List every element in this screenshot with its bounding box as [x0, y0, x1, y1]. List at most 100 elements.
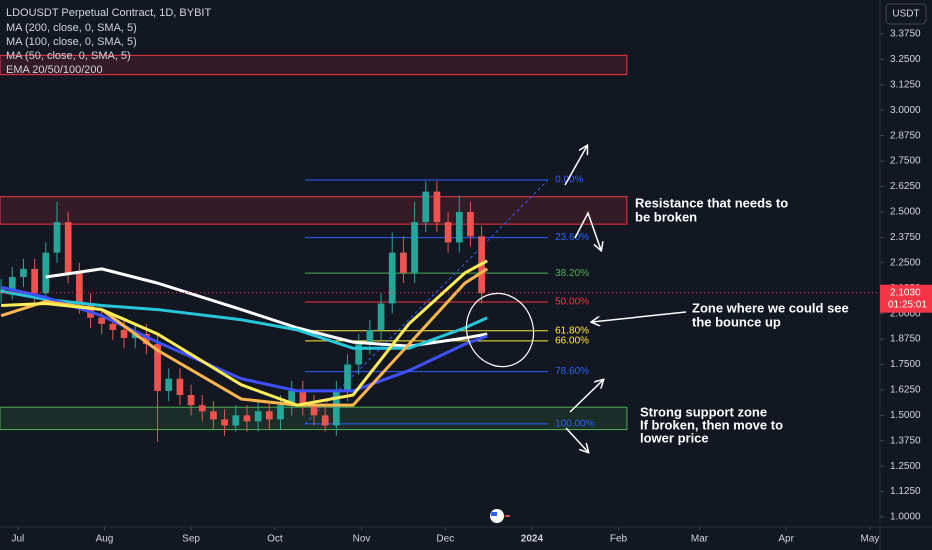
y-tick-label: 1.8750 [890, 334, 921, 345]
candle-body [333, 390, 340, 426]
last-price-tag [880, 284, 932, 313]
candle-body [232, 415, 240, 426]
ma-line [45, 267, 488, 348]
candle-body [288, 390, 296, 406]
annotation-line: Strong support zone [640, 404, 767, 419]
ma-line [1, 259, 488, 407]
y-tick-label: 1.7500 [890, 359, 921, 370]
annotation-line: Zone where we could see [692, 300, 849, 315]
y-tick-label: 2.7500 [890, 156, 921, 167]
x-tick-label: Dec [436, 534, 454, 545]
candle-body [31, 268, 38, 294]
y-tick-label: 2.8750 [890, 130, 921, 141]
x-tick-label: Aug [96, 534, 114, 545]
candle-body [143, 333, 150, 345]
currency-button[interactable] [885, 3, 927, 25]
candle-body [444, 222, 452, 243]
candle-body [221, 419, 228, 426]
y-tick-label: 1.0000 [890, 512, 921, 523]
price-zone [0, 54, 628, 76]
candle-body [321, 415, 329, 426]
annotation-line: If broken, then move to [640, 417, 783, 432]
candle-body [176, 378, 184, 395]
candle-body [355, 344, 363, 365]
arrow [565, 427, 588, 452]
candle-body [20, 268, 27, 278]
candle-body [131, 333, 139, 339]
x-tick-label: Nov [353, 534, 371, 545]
legend-entry: MA (100, close, 0, SMA, 5) [6, 36, 137, 48]
legend-entry: MA (50, close, 0, SMA, 5) [6, 50, 131, 62]
annotation-line: lower price [640, 430, 709, 445]
candle-body [243, 415, 251, 422]
candle-body [455, 211, 463, 243]
candle-body [299, 390, 307, 406]
ma-line [0, 289, 488, 350]
y-tick-label: 3.1250 [890, 79, 921, 90]
y-tick-label: 2.0000 [890, 308, 921, 319]
candle-body [154, 344, 161, 391]
legend-title: LDOUSDT Perpetual Contract, 1D, BYBIT [6, 7, 211, 19]
fib-label: 66.00% [555, 336, 589, 347]
arrow [574, 211, 601, 250]
candle-body [366, 329, 374, 345]
annotation-line: the bounce up [692, 314, 781, 329]
currency[interactable]: USDT [892, 9, 919, 20]
candle-body [422, 191, 430, 223]
candle-body [42, 252, 50, 294]
legend-entry: EMA 20/50/100/200 [6, 64, 103, 76]
candle-body [277, 405, 284, 420]
price-zone [0, 196, 628, 225]
y-tick-label: 2.5000 [890, 207, 921, 218]
candle-body [344, 364, 351, 391]
arrow [564, 146, 587, 186]
y-tick-label: 1.1250 [890, 486, 921, 497]
legend-entry: MA (200, close, 0, SMA, 5) [6, 22, 137, 34]
annotation-resistance: Resistance that needs to be broken [635, 195, 788, 224]
candle-body [210, 411, 217, 420]
y-tick-label: 2.6250 [890, 181, 921, 192]
candle-body [265, 411, 273, 420]
candle-body [400, 252, 407, 273]
fib-label: 38.20% [555, 268, 589, 279]
x-tick-label: Jul [11, 534, 24, 545]
x-tick-label: Oct [267, 534, 283, 545]
candle-body [64, 222, 72, 273]
y-tick-label: 3.3750 [890, 29, 921, 40]
x-tick-label: Apr [778, 534, 794, 545]
candle-body [120, 329, 128, 339]
candle-body [433, 191, 441, 223]
y-tick-label: 2.3750 [890, 232, 921, 243]
annotation-line: Resistance that needs to [635, 195, 788, 210]
candle-body [165, 378, 173, 391]
candle-body [310, 405, 318, 416]
last-price-label: 2.1030 [890, 287, 921, 298]
x-tick-label: Mar [691, 534, 709, 545]
fib-label: 61.80% [555, 325, 589, 336]
arrow [592, 311, 687, 322]
fib-label: 0.00% [555, 175, 583, 186]
x-tick-label: Feb [610, 534, 628, 545]
candle-body [411, 222, 418, 273]
candle-body [187, 394, 195, 406]
fib-label: 23.60% [555, 232, 589, 243]
moving-averages [0, 259, 489, 407]
x-tick-label: May [860, 534, 879, 545]
y-tick-label: 1.2500 [890, 461, 921, 472]
candle-body [53, 222, 61, 253]
y-tick-label: 1.5000 [890, 410, 921, 421]
candle-body [98, 317, 106, 324]
candle-body [254, 411, 262, 422]
arrow [569, 380, 603, 413]
y-tick-label: 3.0000 [890, 105, 921, 116]
candle-body [75, 272, 83, 304]
y-tick-label: 3.2500 [890, 54, 921, 65]
y-tick-label: 1.6250 [890, 385, 921, 396]
annotation-line: be broken [635, 209, 697, 224]
flag-stripe [504, 515, 511, 517]
candle-body [8, 277, 16, 290]
timezone-icon[interactable] [490, 509, 511, 523]
candle-body [109, 323, 117, 330]
